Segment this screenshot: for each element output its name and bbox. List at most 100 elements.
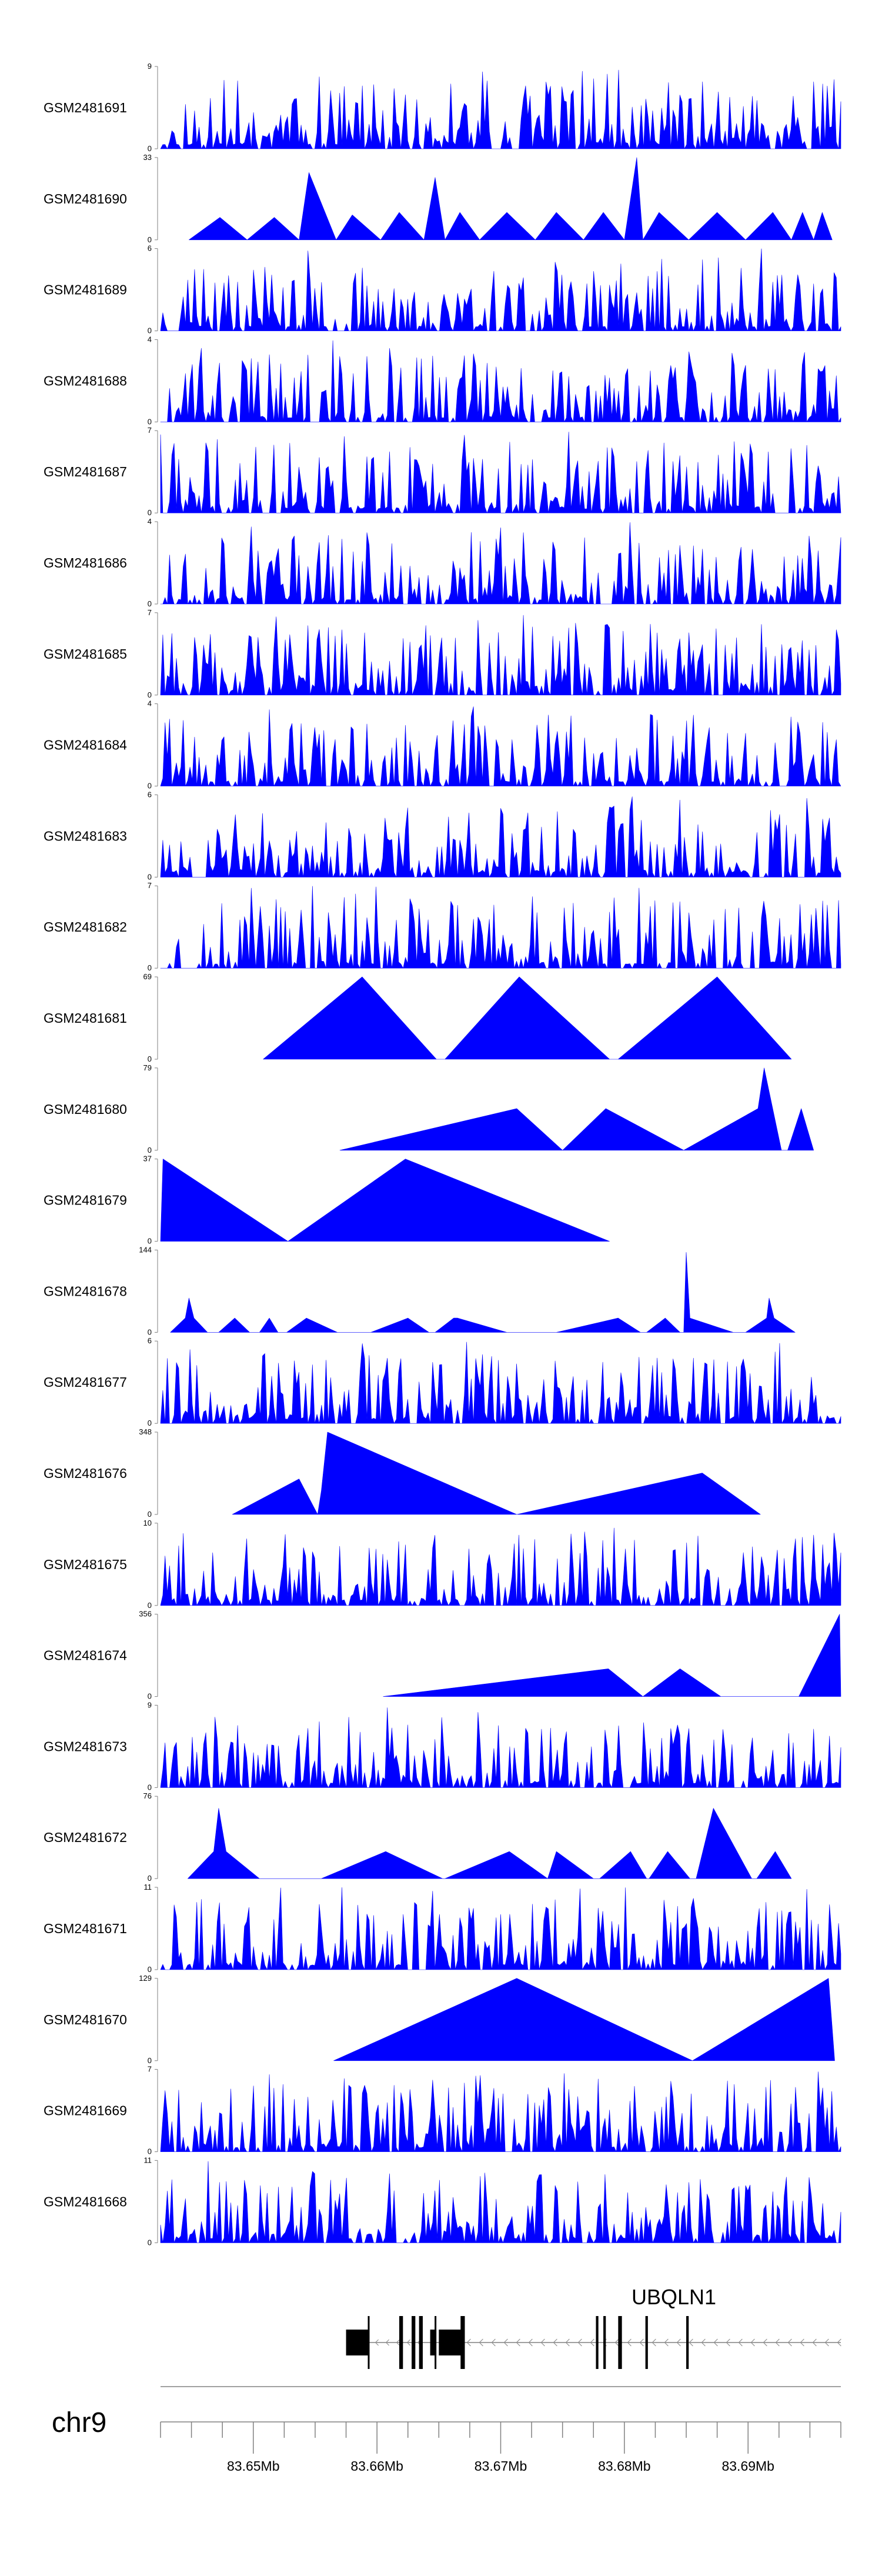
coverage-area bbox=[160, 1159, 610, 1242]
coverage-area bbox=[160, 1887, 841, 1970]
track-label: GSM2481676 bbox=[44, 1466, 127, 1481]
strand-arrow bbox=[750, 2338, 755, 2347]
y-max-label: 4 bbox=[148, 699, 152, 708]
strand-arrow bbox=[701, 2338, 706, 2347]
y-max-label: 356 bbox=[139, 1610, 152, 1619]
exon bbox=[430, 2330, 437, 2355]
strand-arrow bbox=[375, 2339, 379, 2346]
y-min-label: 0 bbox=[148, 2147, 152, 2156]
strand-arrow bbox=[565, 2338, 570, 2347]
track-label: GSM2481677 bbox=[44, 1374, 127, 1390]
track-GSM2481686: GSM2481686 4 0 bbox=[44, 517, 841, 608]
coverage-area bbox=[333, 1978, 835, 2061]
chromosome-label: chr9 bbox=[52, 2407, 106, 2438]
exon bbox=[596, 2316, 599, 2369]
y-max-label: 4 bbox=[148, 335, 152, 343]
y-min-label: 0 bbox=[148, 782, 152, 790]
strand-arrow bbox=[540, 2338, 545, 2347]
track-label: GSM2481678 bbox=[44, 1283, 127, 1299]
gene-model-track: UBQLN1 bbox=[346, 2285, 841, 2369]
strand-arrow bbox=[676, 2338, 681, 2347]
y-min-label: 0 bbox=[148, 1146, 152, 1154]
exon bbox=[399, 2316, 403, 2369]
y-min-label: 0 bbox=[148, 144, 152, 153]
strand-arrow bbox=[627, 2338, 632, 2347]
track-GSM2481669: GSM2481669 7 0 bbox=[44, 2065, 841, 2156]
track-label: GSM2481683 bbox=[44, 828, 127, 843]
y-min-label: 0 bbox=[148, 235, 152, 244]
track-GSM2481675: GSM2481675 10 0 bbox=[44, 1519, 841, 1610]
track-GSM2481678: GSM2481678 144 0 bbox=[44, 1245, 796, 1336]
strand-arrow bbox=[577, 2338, 582, 2347]
y-max-label: 10 bbox=[143, 1519, 152, 1527]
strand-arrow bbox=[528, 2338, 533, 2347]
track-label: GSM2481680 bbox=[44, 1102, 127, 1117]
y-min-label: 0 bbox=[148, 1874, 152, 1883]
y-min-label: 0 bbox=[148, 963, 152, 972]
coverage-area bbox=[160, 706, 841, 786]
strand-arrow bbox=[689, 2338, 693, 2347]
track-label: GSM2481691 bbox=[44, 100, 127, 115]
track-label: GSM2481684 bbox=[44, 738, 127, 753]
coverage-area bbox=[160, 615, 841, 696]
track-GSM2481681: GSM2481681 69 0 bbox=[44, 972, 792, 1063]
y-max-label: 7 bbox=[148, 2065, 152, 2074]
strand-arrow bbox=[652, 2338, 656, 2347]
strand-arrow bbox=[614, 2338, 619, 2347]
track-GSM2481676: GSM2481676 348 0 bbox=[44, 1427, 761, 1519]
y-min-label: 0 bbox=[148, 1601, 152, 1610]
axis-tick-label: 83.68Mb bbox=[598, 2458, 651, 2474]
coverage-area bbox=[160, 1527, 841, 1606]
strand-arrow bbox=[738, 2338, 743, 2347]
coverage-area bbox=[160, 1707, 841, 1788]
strand-arrow bbox=[503, 2338, 508, 2347]
strand-arrow bbox=[775, 2338, 780, 2347]
y-max-label: 7 bbox=[148, 881, 152, 890]
exon bbox=[461, 2316, 465, 2369]
track-GSM2481682: GSM2481682 7 0 bbox=[44, 881, 841, 972]
track-label: GSM2481668 bbox=[44, 2194, 127, 2209]
track-label: GSM2481669 bbox=[44, 2103, 127, 2118]
coverage-area bbox=[160, 432, 841, 513]
track-label: GSM2481686 bbox=[44, 555, 127, 570]
exon bbox=[419, 2316, 423, 2369]
y-min-label: 0 bbox=[148, 326, 152, 335]
coverage-area bbox=[160, 248, 841, 331]
y-min-label: 0 bbox=[148, 417, 152, 426]
track-label: GSM2481688 bbox=[44, 373, 127, 388]
track-label: GSM2481681 bbox=[44, 1010, 127, 1026]
coverage-area bbox=[160, 522, 841, 605]
track-label: GSM2481675 bbox=[44, 1557, 127, 1572]
track-GSM2481684: GSM2481684 4 0 bbox=[44, 699, 841, 790]
axis-tick-label: 83.65Mb bbox=[227, 2458, 280, 2474]
y-min-label: 0 bbox=[148, 1419, 152, 1427]
y-min-label: 0 bbox=[148, 1692, 152, 1701]
y-min-label: 0 bbox=[148, 2238, 152, 2247]
track-label: GSM2481690 bbox=[44, 191, 127, 206]
track-GSM2481674: GSM2481674 356 0 bbox=[44, 1610, 841, 1701]
exon bbox=[686, 2316, 689, 2369]
coverage-area bbox=[160, 796, 841, 877]
coverage-area bbox=[160, 2161, 841, 2243]
strand-arrow bbox=[726, 2338, 730, 2347]
y-max-label: 69 bbox=[143, 972, 152, 981]
coverage-area bbox=[160, 2071, 841, 2152]
y-max-label: 33 bbox=[143, 153, 152, 162]
y-max-label: 11 bbox=[144, 2155, 152, 2164]
track-GSM2481677: GSM2481677 6 0 bbox=[44, 1336, 841, 1427]
track-label: GSM2481689 bbox=[44, 282, 127, 298]
strand-arrow bbox=[812, 2338, 817, 2347]
y-max-label: 79 bbox=[143, 1063, 152, 1072]
exon bbox=[603, 2316, 606, 2369]
track-GSM2481683: GSM2481683 6 0 bbox=[44, 790, 841, 881]
track-label: GSM2481674 bbox=[44, 1648, 127, 1663]
y-min-label: 0 bbox=[148, 1237, 152, 1246]
strand-arrow bbox=[406, 2339, 411, 2346]
strand-arrow bbox=[713, 2338, 718, 2347]
coverage-area bbox=[160, 340, 841, 422]
strand-arrow bbox=[639, 2338, 644, 2347]
y-max-label: 129 bbox=[139, 1974, 152, 1983]
strand-arrow bbox=[787, 2338, 792, 2347]
y-max-label: 76 bbox=[143, 1791, 152, 1800]
coverage-area bbox=[339, 1067, 814, 1151]
